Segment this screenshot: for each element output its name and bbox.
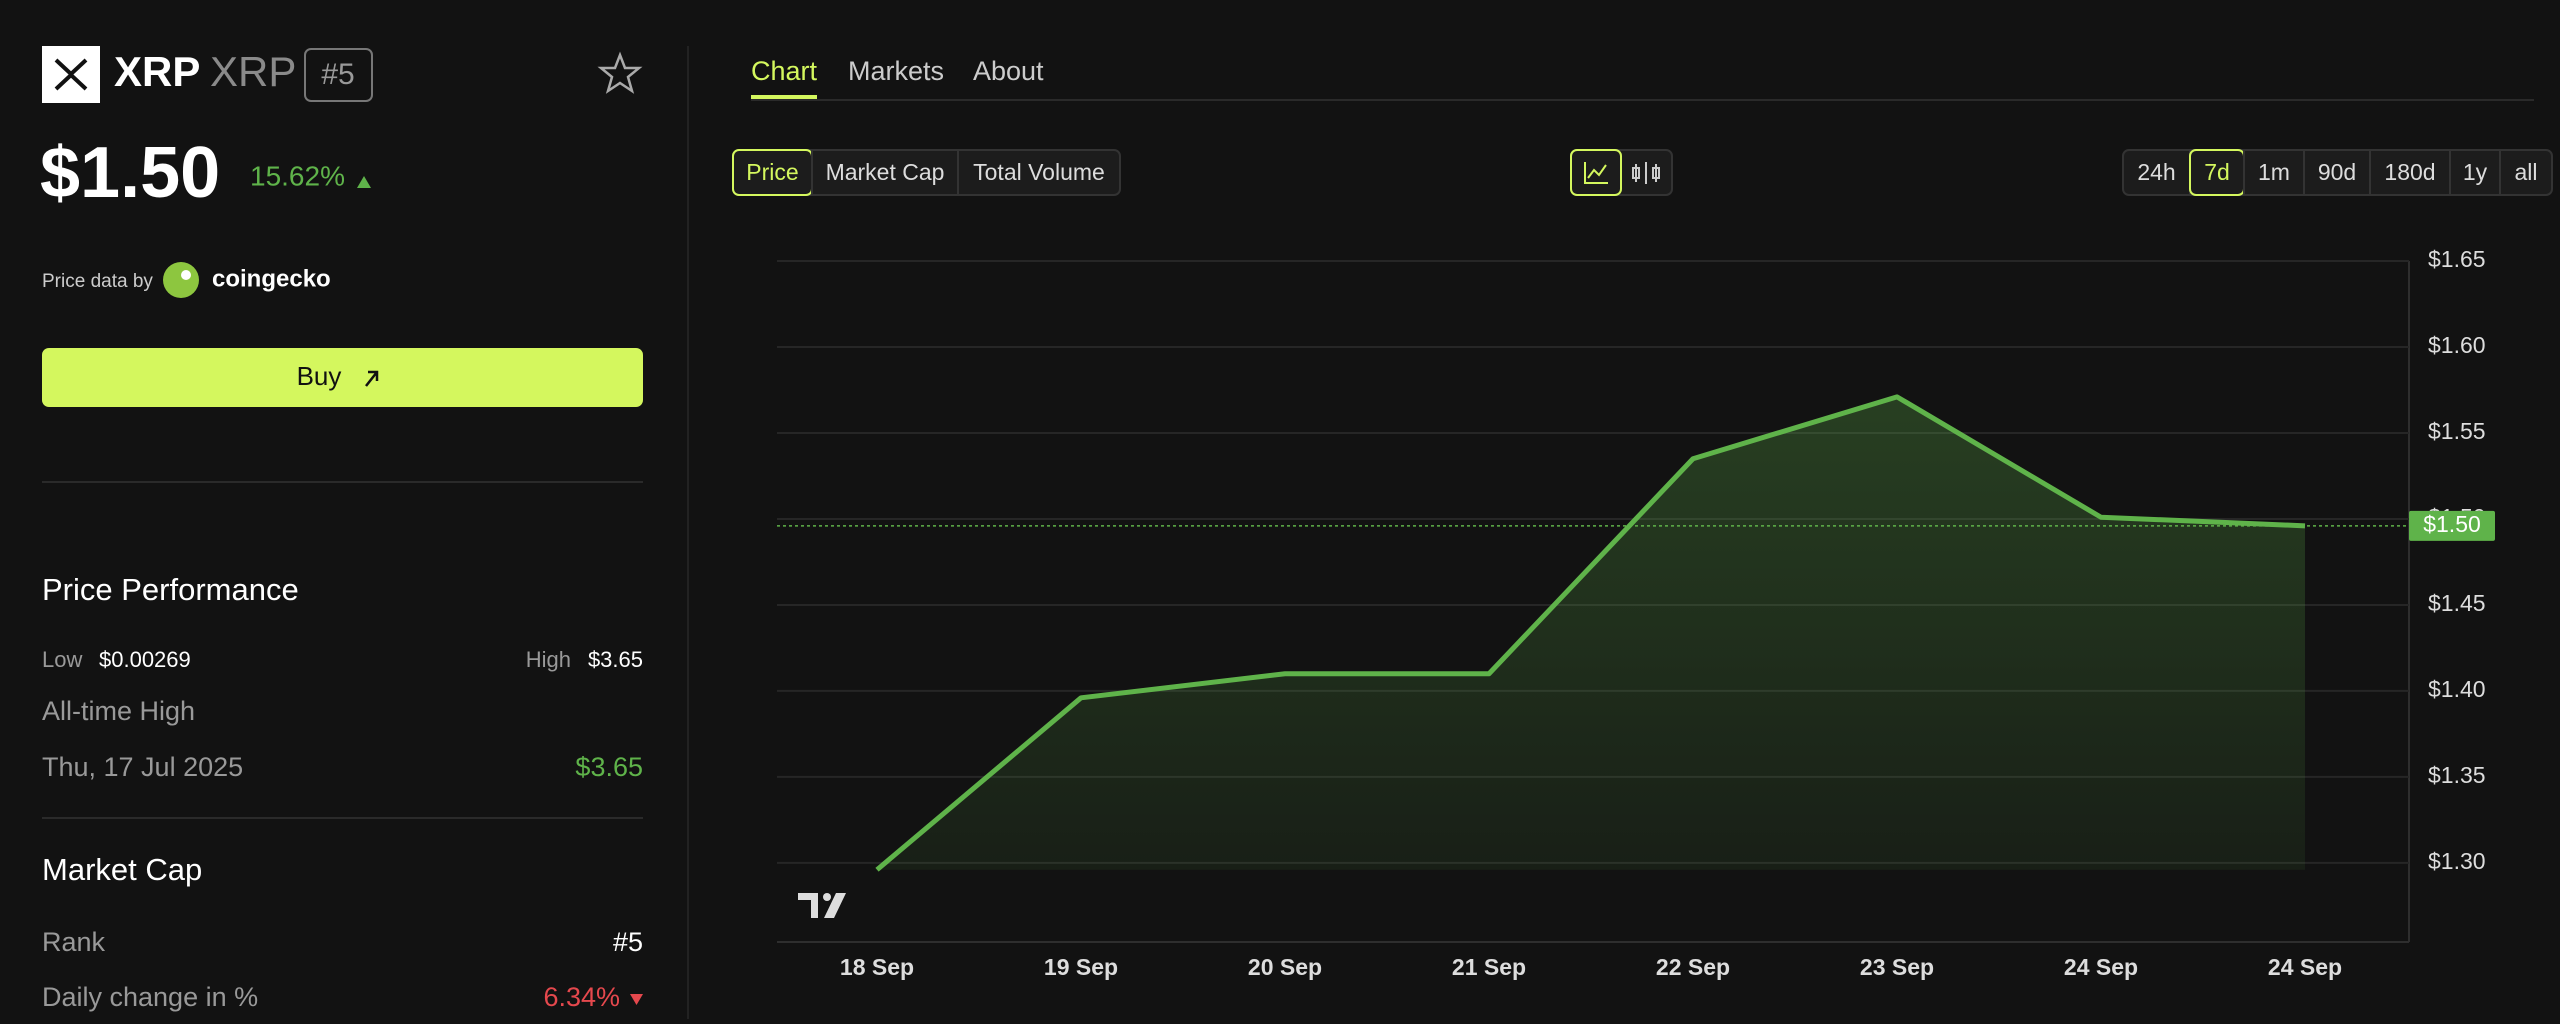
tab-underline (751, 95, 817, 99)
down-arrow (630, 994, 643, 1005)
source-name: coingecko (212, 265, 331, 292)
x-tick-label: 24 Sep (2064, 954, 2138, 980)
candle-icon (1632, 167, 1640, 179)
range-label: 1y (2463, 159, 2488, 185)
y-tick-label: $1.60 (2428, 332, 2486, 358)
dynamic-layer: Chart Markets About Price Market Cap Total Vo… (732, 56, 2553, 980)
x-tick-label: 22 Sep (1656, 954, 1730, 980)
y-tick-label: $1.40 (2428, 676, 2486, 702)
buy-arrow (365, 370, 379, 387)
y-tick-label: $1.30 (2428, 848, 2486, 874)
tradingview-logo (798, 893, 846, 918)
rank-badge (304, 48, 373, 102)
source-prefix: Price data by (42, 271, 153, 292)
y-tick-label: $1.35 (2428, 762, 2486, 788)
tab[interactable]: Markets (848, 56, 944, 86)
x-tick-label: 21 Sep (1452, 954, 1526, 980)
tab[interactable]: Chart (751, 56, 818, 86)
asset-name: XRP (210, 48, 296, 95)
tab[interactable]: About (973, 56, 1044, 86)
metric-label: Market Cap (826, 159, 945, 185)
buy-label: Buy (297, 361, 342, 391)
ath-date: Thu, 17 Jul 2025 (42, 752, 243, 782)
line-mode-button[interactable] (1570, 149, 1622, 196)
candle-icon (1652, 167, 1660, 179)
coingecko-logo (163, 262, 199, 298)
buy-button[interactable] (42, 348, 643, 407)
rank-value: #5 (613, 927, 643, 957)
high-value: $3.65 (588, 647, 643, 672)
metric-label: Total Volume (973, 159, 1105, 185)
price-change: 15.62% (250, 160, 345, 191)
symbol: XRP (114, 48, 200, 95)
section-title: Market Cap (42, 852, 202, 887)
range-label: 90d (2318, 159, 2356, 185)
logo-mark (54, 58, 88, 91)
y-tick-label: $1.65 (2428, 246, 2486, 272)
range-label: 7d (2204, 159, 2230, 185)
price: $1.50 (40, 133, 220, 213)
line-icon (1584, 162, 1608, 184)
rank-badge-text: #5 (321, 58, 354, 91)
daily-label: Daily change in % (42, 982, 258, 1012)
ath-value: $3.65 (575, 752, 643, 782)
x-tick-label: 23 Sep (1860, 954, 1934, 980)
price-line (875, 394, 2306, 872)
daily-value: 6.34% (543, 982, 620, 1012)
tradingview-logo-dot (823, 893, 831, 901)
range-label: 1m (2258, 159, 2290, 185)
x-tick-label: 19 Sep (1044, 954, 1118, 980)
low-label: Low (42, 647, 82, 672)
section-title: Price Performance (42, 572, 299, 607)
x-tick-label: 20 Sep (1248, 954, 1322, 980)
y-tick-label: $1.55 (2428, 418, 2486, 444)
range-label: all (2514, 159, 2537, 185)
rank-label: Rank (42, 927, 106, 957)
y-tick-label: $1.45 (2428, 590, 2486, 616)
high-label: High (526, 647, 571, 672)
up-arrow (357, 176, 371, 188)
x-tick-label: 24 Sep (2268, 954, 2342, 980)
coingecko-eye (181, 270, 191, 280)
range-label: 180d (2384, 159, 2435, 185)
x-tick-label: 18 Sep (840, 954, 914, 980)
ath-label: All-time High (42, 696, 195, 726)
metric-label: Price (746, 159, 798, 185)
price-tag-label: $1.50 (2423, 511, 2481, 537)
price-area (877, 396, 2305, 870)
range-label: 24h (2137, 159, 2175, 185)
favorite-star[interactable] (597, 51, 643, 94)
price-tag (2409, 510, 2495, 541)
low-value: $0.00269 (99, 647, 191, 672)
